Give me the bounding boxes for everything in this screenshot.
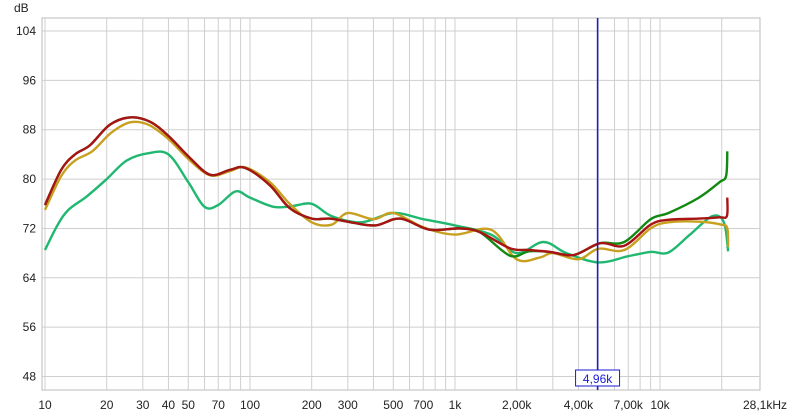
x-tick-label: 7,00k (614, 398, 644, 412)
series-group (43, 116, 730, 264)
x-tick-label: 50 (182, 398, 196, 412)
series-line-3 (43, 116, 729, 257)
x-tick-label: 30 (136, 398, 150, 412)
cursor-label-box[interactable] (575, 369, 621, 387)
x-tick-label: 2,00k (502, 398, 532, 412)
y-axis: 104 96 88 80 72 64 56 48 (16, 24, 36, 384)
frequency-cursor[interactable]: 4,96k (575, 18, 621, 390)
x-tick-label: 200 (302, 398, 322, 412)
y-tick-label: 72 (23, 221, 37, 235)
y-tick-label: 96 (23, 73, 37, 87)
y-tick-label: 56 (23, 320, 37, 334)
y-tick-label: 48 (23, 370, 37, 384)
x-tick-label: 70 (212, 398, 226, 412)
y-axis-label: dB (14, 1, 29, 15)
y-tick-label: 104 (16, 24, 36, 38)
y-tick-label: 64 (23, 271, 37, 285)
x-tick-label: 500 (383, 398, 403, 412)
x-tick-label: 100 (240, 398, 260, 412)
cursor-label[interactable]: 4,96k (583, 372, 613, 386)
y-tick-label: 88 (23, 123, 37, 137)
x-tick-label: 20 (100, 398, 114, 412)
x-tick-label: 700 (413, 398, 433, 412)
x-tick-label: 10 (38, 398, 52, 412)
series-line-1 (43, 120, 730, 263)
y-tick-label: 80 (23, 172, 37, 186)
x-tick-label: 300 (338, 398, 358, 412)
plot-area (41, 17, 761, 391)
series-line-0 (43, 150, 730, 264)
x-tick-label: 4,00k (564, 398, 594, 412)
x-tick-label: 28,1kHz (743, 398, 787, 412)
x-tick-label: 10k (650, 398, 670, 412)
x-axis: 10 20 30 40 50 70 100 200 300 500 700 1k 2,00k 4,00k 7… (38, 398, 787, 412)
x-tick-label: 40 (162, 398, 176, 412)
x-tick-label: 1k (449, 398, 463, 412)
